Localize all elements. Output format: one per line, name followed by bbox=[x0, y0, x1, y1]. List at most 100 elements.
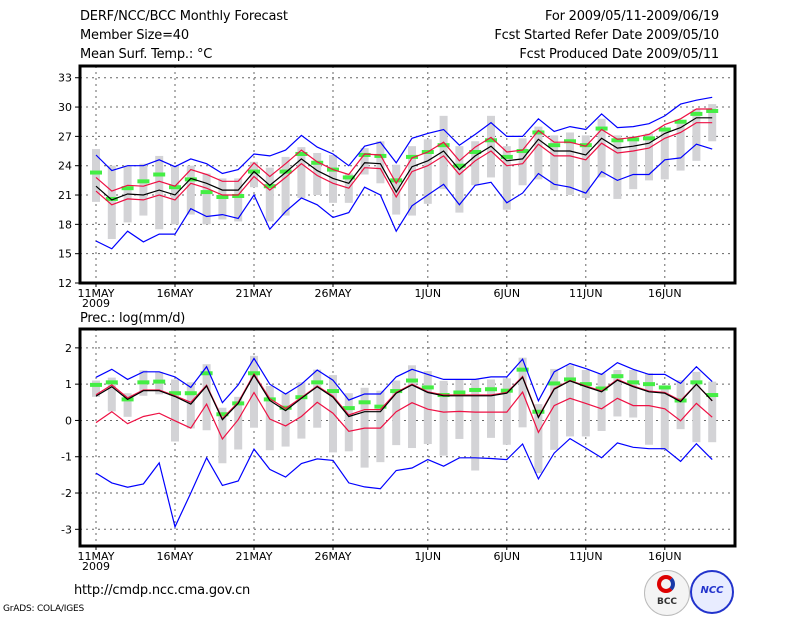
green-marker bbox=[595, 126, 608, 131]
spread-box bbox=[645, 373, 653, 445]
green-marker bbox=[279, 169, 292, 174]
started-date: Fcst Started Refer Date 2009/05/10 bbox=[494, 28, 719, 43]
lower-spread-line bbox=[95, 122, 713, 206]
green-marker bbox=[295, 151, 308, 156]
green-marker bbox=[674, 119, 687, 124]
spread-box bbox=[566, 132, 574, 196]
green-marker bbox=[169, 185, 181, 190]
x-tick-sublabel: 2009 bbox=[82, 560, 110, 573]
spread-box bbox=[534, 404, 543, 474]
green-marker bbox=[184, 391, 197, 396]
x-tick-label: 11MAY bbox=[78, 550, 115, 563]
green-marker bbox=[611, 138, 624, 143]
green-marker bbox=[358, 400, 371, 405]
spread-box bbox=[629, 370, 638, 418]
ensemble-mean-line bbox=[95, 373, 713, 421]
green-marker bbox=[500, 388, 513, 393]
green-marker bbox=[564, 139, 576, 144]
spread-box bbox=[92, 380, 100, 397]
green-marker bbox=[121, 186, 134, 191]
plot-frame bbox=[78, 64, 737, 285]
ensemble-max-line bbox=[95, 357, 713, 404]
spread-box bbox=[455, 379, 464, 439]
spread-box bbox=[502, 146, 511, 210]
x-tick-label: 6JUN bbox=[494, 287, 521, 300]
green-marker bbox=[342, 175, 355, 180]
spread-box bbox=[439, 380, 448, 456]
x-tick-label: 6JUN bbox=[494, 550, 521, 563]
spread-box bbox=[439, 115, 448, 190]
spread-box bbox=[676, 380, 685, 430]
spread-box bbox=[107, 165, 116, 240]
green-marker bbox=[406, 378, 418, 383]
y-tick-label: 15 bbox=[58, 248, 72, 261]
ensemble-mean-line bbox=[95, 117, 713, 201]
spread-box bbox=[265, 167, 274, 222]
green-marker bbox=[500, 154, 513, 159]
spread-box bbox=[550, 368, 559, 450]
y-tick-label: 30 bbox=[58, 101, 72, 114]
spread-box bbox=[660, 386, 669, 450]
source-url[interactable]: http://cmdp.ncc.cma.gov.cn bbox=[74, 583, 251, 598]
green-marker bbox=[279, 405, 292, 410]
spread-box bbox=[692, 109, 701, 161]
y-tick-label: 0 bbox=[65, 414, 72, 427]
bcc-logo: BCC bbox=[644, 570, 690, 616]
green-marker bbox=[485, 387, 497, 392]
x-tick-label: 1JUN bbox=[415, 287, 442, 300]
x-tick-label: 11MAY bbox=[78, 287, 115, 300]
green-marker bbox=[516, 367, 529, 372]
spread-box bbox=[186, 165, 195, 215]
variable-label: Mean Surf. Temp.: °C bbox=[80, 47, 213, 62]
spread-box bbox=[455, 146, 464, 213]
spread-box bbox=[281, 393, 290, 447]
plot-frame bbox=[78, 327, 737, 548]
spread-box bbox=[660, 128, 669, 180]
bcc-emblem-icon bbox=[657, 575, 675, 593]
green-marker bbox=[706, 108, 719, 113]
chart-title: DERF/NCC/BCC Monthly Forecast bbox=[80, 9, 288, 24]
green-marker bbox=[153, 379, 166, 384]
x-tick-label: 11JUN bbox=[569, 287, 603, 300]
green-marker bbox=[105, 380, 118, 385]
spread-box bbox=[629, 136, 638, 190]
spread-box bbox=[376, 390, 385, 463]
x-tick-label: 16MAY bbox=[157, 550, 194, 563]
spread-box bbox=[92, 149, 100, 202]
green-marker bbox=[548, 381, 561, 386]
spread-box bbox=[155, 155, 164, 230]
spread-box bbox=[534, 126, 543, 180]
green-marker bbox=[421, 385, 434, 390]
spread-box bbox=[376, 141, 385, 184]
green-marker bbox=[548, 143, 561, 148]
spread-box bbox=[423, 139, 432, 204]
precip-label: Prec.: log(mm/d) bbox=[80, 311, 186, 326]
ensemble-min-line bbox=[95, 437, 713, 529]
y-tick-label: -2 bbox=[61, 487, 72, 500]
x-tick-label: 26MAY bbox=[315, 550, 352, 563]
green-marker bbox=[437, 143, 450, 148]
green-marker bbox=[105, 196, 118, 201]
spread-box bbox=[645, 133, 653, 181]
green-marker bbox=[263, 184, 276, 189]
spread-box bbox=[281, 156, 290, 216]
green-marker bbox=[216, 194, 229, 199]
ncc-logo: NCC bbox=[690, 570, 734, 614]
spread-box bbox=[613, 135, 622, 199]
green-marker bbox=[690, 111, 703, 116]
ensemble-max-line bbox=[95, 96, 713, 175]
spread-box bbox=[360, 148, 369, 175]
y-tick-label: 2 bbox=[65, 342, 72, 355]
green-marker bbox=[200, 371, 213, 376]
green-marker bbox=[627, 380, 640, 385]
green-marker bbox=[184, 177, 197, 182]
spread-box bbox=[392, 380, 401, 446]
upper-spread-line bbox=[95, 372, 713, 420]
spread-box bbox=[550, 135, 559, 191]
spread-box bbox=[392, 164, 401, 215]
spread-box bbox=[107, 377, 116, 412]
spread-box bbox=[139, 163, 148, 216]
x-tick-label: 16JUN bbox=[648, 550, 682, 563]
spread-box bbox=[408, 146, 416, 216]
